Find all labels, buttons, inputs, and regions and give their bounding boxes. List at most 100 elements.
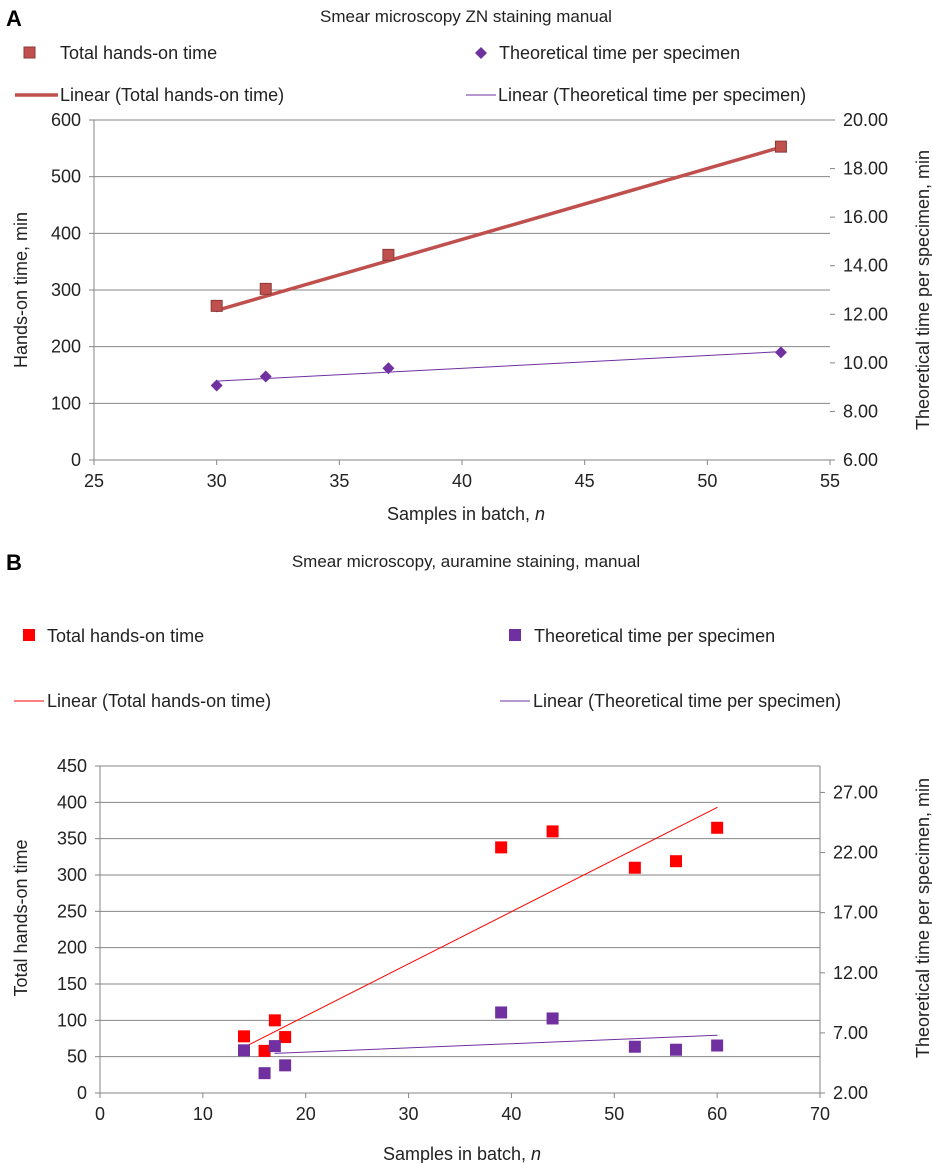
total-point — [495, 841, 508, 854]
legend-a-theoretical-marker — [475, 47, 487, 59]
y2-tick-label: 6.00 — [843, 450, 878, 470]
theoretical-point — [279, 1059, 292, 1072]
panel-a-y-axis-label: Hands-on time, min — [11, 212, 31, 368]
y-tick-label: 400 — [51, 223, 81, 243]
x-tick-label: 45 — [575, 471, 595, 491]
y2-tick-label: 27.00 — [833, 782, 878, 802]
theoretical-point — [210, 379, 223, 392]
x-tick-label: 50 — [697, 471, 717, 491]
legend-b-theoretical-label: Theoretical time per specimen — [534, 626, 775, 646]
trendline-total — [243, 806, 718, 1048]
y2-tick-label: 2.00 — [833, 1083, 868, 1103]
x-tick-label: 10 — [193, 1104, 213, 1124]
theoretical-point — [495, 1006, 508, 1019]
y2-tick-label: 16.00 — [843, 207, 888, 227]
x-tick-label: 50 — [604, 1104, 624, 1124]
y-tick-label: 50 — [67, 1047, 87, 1067]
panel-a-tick-labels: 0 100 200 300 400 500 600 6.00 8.00 10.00 12.00 14.… — [51, 110, 888, 491]
total-point — [670, 855, 682, 868]
legend-b-total-label: Total hands-on time — [47, 626, 204, 646]
total-point — [210, 299, 223, 312]
y2-tick-label: 14.00 — [843, 256, 888, 276]
total-point — [259, 282, 272, 295]
total-point — [268, 1014, 281, 1027]
x-tick-label: 0 — [95, 1104, 105, 1124]
legend-b-linear-total-label: Linear (Total hands-on time) — [47, 691, 271, 711]
y2-tick-label: 10.00 — [843, 353, 888, 373]
theoretical-point — [711, 1039, 724, 1052]
x-tick-label: 30 — [399, 1104, 419, 1124]
panel-b-title: Smear microscopy, auramine staining, man… — [292, 552, 640, 571]
total-point — [238, 1030, 250, 1043]
panel-b: B Smear microscopy, auramine staining, m… — [6, 550, 932, 1163]
x-tick-label: 25 — [84, 471, 104, 491]
y2-tick-label: 8.00 — [843, 401, 878, 421]
panel-a-plot-area — [210, 140, 787, 392]
y-tick-label: 150 — [57, 974, 87, 994]
y-tick-label: 400 — [57, 792, 87, 812]
trendline-total — [214, 145, 783, 313]
legend-b-linear-theoretical-label: Linear (Theoretical time per specimen) — [533, 691, 841, 711]
y-tick-label: 0 — [77, 1083, 87, 1103]
y-tick-label: 100 — [51, 393, 81, 413]
panel-a-letter: A — [6, 6, 22, 31]
panel-b-y2-axis-label: Theoretical time per specimen, min — [913, 778, 932, 1058]
x-tick-label: 60 — [707, 1104, 727, 1124]
y-tick-label: 500 — [51, 167, 81, 187]
y-tick-label: 100 — [57, 1010, 87, 1030]
theoretical-point — [774, 346, 787, 359]
x-tick-label: 40 — [501, 1104, 521, 1124]
panel-a-gridlines — [94, 119, 830, 461]
y2-tick-label: 12.00 — [843, 304, 888, 324]
legend-b-total-marker — [23, 629, 35, 641]
legend-a-linear-theoretical-label: Linear (Theoretical time per specimen) — [498, 85, 806, 105]
panel-a: A Smear microscopy ZN staining manual To… — [6, 6, 932, 524]
y-tick-label: 450 — [57, 756, 87, 776]
y2-tick-label: 20.00 — [843, 110, 888, 130]
theoretical-point — [546, 1012, 559, 1025]
y2-tick-label: 12.00 — [833, 963, 878, 983]
y2-tick-label: 7.00 — [833, 1023, 868, 1043]
theoretical-point — [238, 1044, 250, 1057]
y-tick-label: 350 — [57, 829, 87, 849]
panel-b-plot-area — [238, 806, 724, 1080]
panel-b-y-axis-label: Total hands-on time — [11, 839, 31, 996]
y-tick-label: 200 — [51, 337, 81, 357]
theoretical-point — [259, 370, 272, 383]
theoretical-point — [382, 362, 395, 375]
total-point — [628, 861, 641, 874]
panel-b-axes — [95, 765, 825, 1098]
x-tick-label: 70 — [810, 1104, 830, 1124]
y2-tick-label: 18.00 — [843, 159, 888, 179]
y-tick-label: 200 — [57, 938, 87, 958]
y2-tick-label: 17.00 — [833, 903, 878, 923]
total-point — [774, 140, 787, 153]
x-tick-label: 20 — [296, 1104, 316, 1124]
x-tick-label: 30 — [207, 471, 227, 491]
panel-a-axes — [89, 119, 835, 465]
y-tick-label: 600 — [51, 110, 81, 130]
x-tick-label: 35 — [329, 471, 349, 491]
legend-a-total-label: Total hands-on time — [60, 43, 217, 63]
panel-b-x-axis-label: Samples in batch, n — [383, 1144, 541, 1163]
x-tick-label: 55 — [820, 471, 840, 491]
y2-tick-label: 22.00 — [833, 843, 878, 863]
x-tick-label: 40 — [452, 471, 472, 491]
legend-a-theoretical-label: Theoretical time per specimen — [499, 43, 740, 63]
legend-a-linear-total-label: Linear (Total hands-on time) — [60, 85, 284, 105]
total-point — [546, 825, 559, 838]
panel-b-legend: Total hands-on time Theoretical time per… — [14, 626, 841, 711]
y-tick-label: 300 — [51, 280, 81, 300]
panel-a-x-axis-label: Samples in batch, n — [387, 504, 545, 524]
total-point — [279, 1031, 292, 1044]
panel-a-legend: Total hands-on time Theoretical time per… — [15, 43, 806, 105]
panel-b-letter: B — [6, 550, 22, 575]
total-point — [258, 1044, 271, 1057]
legend-a-total-marker — [23, 46, 36, 59]
y-tick-label: 300 — [57, 865, 87, 885]
total-point — [711, 821, 724, 834]
panel-a-title: Smear microscopy ZN staining manual — [320, 7, 612, 26]
legend-b-theoretical-marker — [509, 629, 521, 641]
trendline-theoretical — [216, 351, 782, 382]
